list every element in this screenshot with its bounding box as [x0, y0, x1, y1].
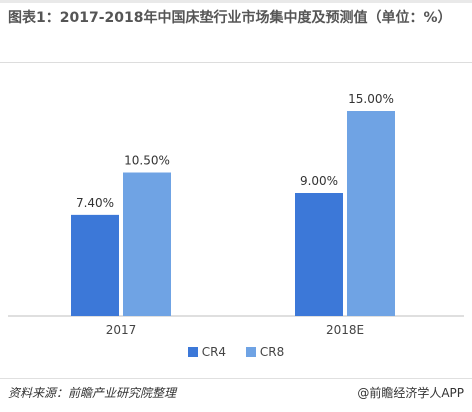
- top-border: [0, 0, 472, 3]
- data-label-cr8-2017: 10.50%: [124, 154, 170, 168]
- chart-title: 图表1：2017-2018年中国床垫行业市场集中度及预测值（单位：%）: [8, 10, 452, 26]
- legend-item-cr8: CR8: [245, 345, 285, 359]
- legend-label-cr8: CR8: [259, 345, 285, 359]
- footer-divider: [0, 378, 472, 379]
- bar-cr8-2017: [123, 172, 171, 316]
- data-label-cr4-2018e: 9.00%: [300, 174, 338, 188]
- source-note: 资料来源：前瞻产业研究院整理: [8, 386, 177, 400]
- bar-cr4-2017: [71, 214, 119, 316]
- watermark-text: @前瞻经济学人APP: [357, 386, 464, 400]
- legend-label-cr4: CR4: [201, 345, 227, 359]
- title-separator: [0, 62, 472, 63]
- legend-item-cr4: CR4: [187, 345, 227, 359]
- data-label-cr4-2017: 7.40%: [76, 196, 114, 210]
- bar-cr8-2018e: [347, 111, 395, 316]
- legend: CR4 CR8: [0, 345, 472, 359]
- legend-swatch-cr8: [245, 347, 256, 357]
- x-tick-label-2018e: 2018E: [326, 323, 364, 337]
- legend-swatch-cr4: [187, 347, 198, 357]
- data-label-cr8-2018e: 15.00%: [348, 92, 394, 106]
- bar-cr4-2018e: [295, 193, 343, 316]
- x-tick-label-2017: 2017: [106, 323, 137, 337]
